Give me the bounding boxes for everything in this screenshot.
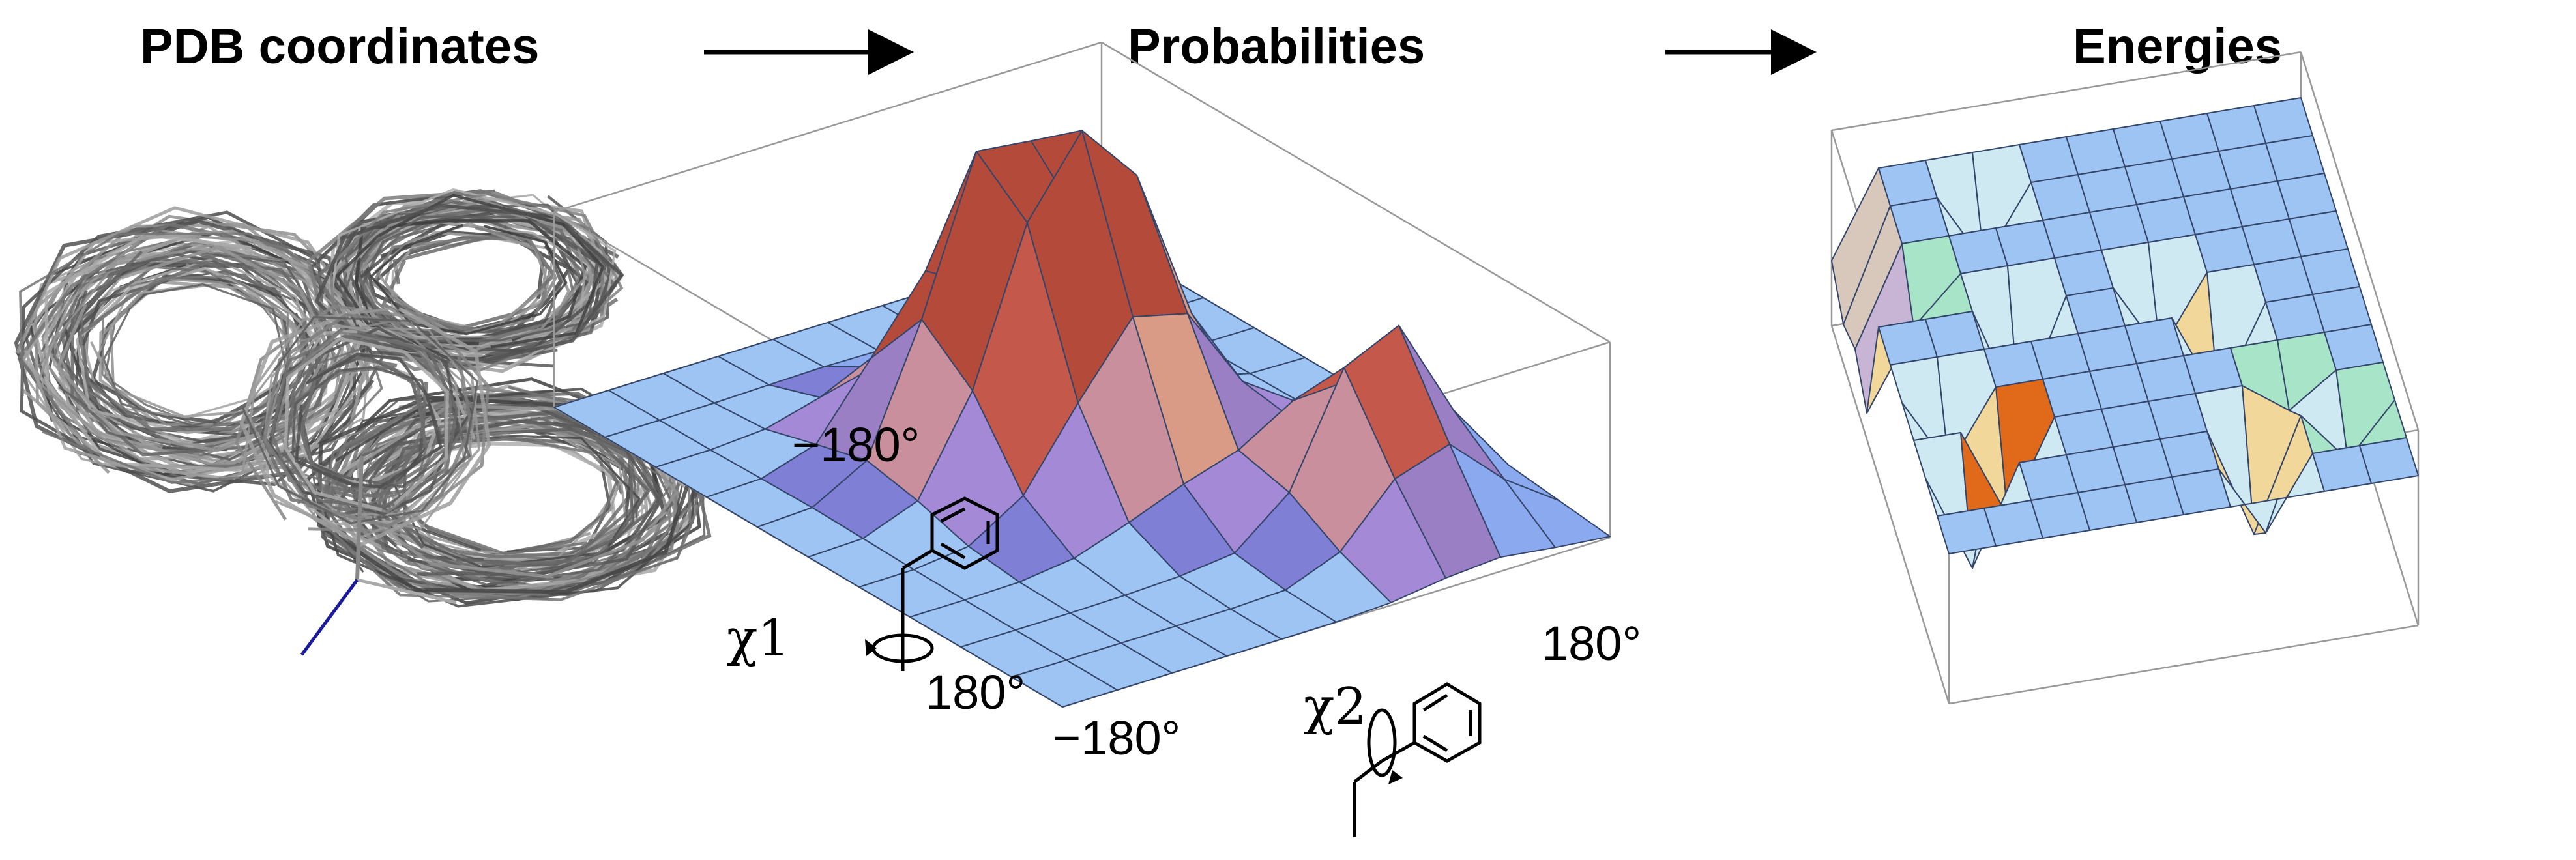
- pdb-trace: [239, 306, 491, 547]
- surface-cell: [1504, 478, 1611, 549]
- chi1-max-label: 180°: [926, 665, 1026, 719]
- chi1-text: χ1: [727, 609, 790, 668]
- pdb-trace: [282, 330, 459, 508]
- pdb-trace: [295, 352, 443, 489]
- surface-faces: [1831, 97, 2419, 569]
- title-probabilities: Probabilities: [1128, 19, 1426, 74]
- chi2-text: χ2: [1304, 678, 1367, 736]
- pdb-trace: [369, 223, 568, 336]
- title-energies: Energies: [2073, 19, 2283, 74]
- pdb-trace: [14, 219, 375, 494]
- pdb-stem-branch: [357, 578, 457, 605]
- pdb-trace: [314, 203, 624, 362]
- pdb-trace: [335, 194, 605, 364]
- pdb-trace: [289, 351, 442, 493]
- pdb-trace: [20, 210, 357, 487]
- chi1-label: χ1: [727, 609, 790, 668]
- pdb-stem-blue: [300, 579, 359, 656]
- pdb-trace: [365, 231, 572, 335]
- pdb-trace: [356, 212, 563, 334]
- pdb-trace: [357, 404, 679, 579]
- chi2-max-label: 180°: [1542, 616, 1642, 670]
- pdb-trace: [79, 257, 317, 452]
- title-pdb-coordinates: PDB coordinates: [140, 19, 540, 74]
- pdb-trace: [330, 188, 617, 369]
- pdb-trace: [23, 229, 367, 481]
- pdb-stem: [355, 455, 364, 580]
- pdb-trace: [299, 354, 428, 496]
- pdb-trace: [241, 316, 479, 524]
- pdb-trace: [96, 284, 301, 418]
- pdb-trace-group: [14, 188, 713, 656]
- pdb-trace: [397, 433, 619, 556]
- surface-cell: [2359, 437, 2419, 484]
- chi1-min-label: −180°: [792, 418, 920, 472]
- chi2-label: χ2: [1304, 678, 1367, 736]
- pdb-trace: [44, 233, 364, 472]
- pdb-trace: [275, 330, 447, 513]
- pdb-trace: [284, 337, 449, 511]
- pdb-trace: [62, 263, 315, 436]
- pdb-trace: [262, 313, 473, 528]
- pdb-trace: [317, 395, 696, 594]
- chi2-min-label: −180°: [1053, 711, 1181, 765]
- pdb-trace: [329, 192, 624, 372]
- pdb-trace: [270, 334, 457, 499]
- pdb-trace: [241, 307, 481, 539]
